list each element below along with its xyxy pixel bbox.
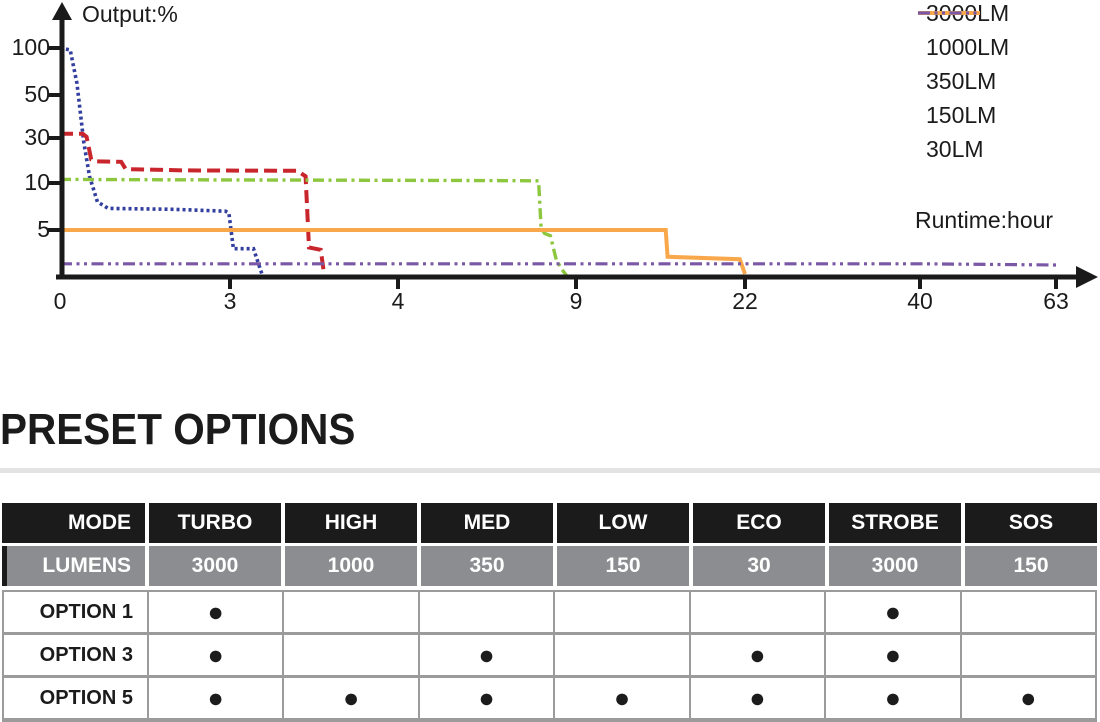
dot-cell-option3-high: [282, 635, 417, 675]
y-tick-100: 100: [11, 34, 50, 60]
col-header-turbo: TURBO: [145, 503, 281, 543]
option-1-row: OPTION 1 ● ●: [4, 592, 1095, 632]
dot-cell-option5-med: ●: [417, 678, 553, 718]
option-3-row: OPTION 3 ● ● ● ●: [4, 635, 1095, 675]
section-title: PRESET OPTIONS: [0, 405, 356, 454]
lumens-row: LUMENS 3000 1000 350 150 30 3000 150: [2, 546, 1097, 586]
col-header-eco: ECO: [689, 503, 825, 543]
x-axis-arrow-icon: [1076, 266, 1098, 288]
dot-cell-option5-eco: ●: [688, 678, 824, 718]
lumens-strobe: 3000: [825, 546, 961, 586]
col-header-low: LOW: [553, 503, 689, 543]
dot-cell-option5-high: ●: [282, 678, 417, 718]
legend-label: 30LM: [926, 135, 984, 162]
y-tick-10: 10: [24, 169, 50, 195]
dot-cell-option3-strobe: ●: [824, 635, 959, 675]
dot-cell-option3-low: [553, 635, 688, 675]
section-divider: [0, 468, 1100, 473]
table-header-row: MODE TURBO HIGH MED LOW ECO STROBE SOS: [2, 503, 1097, 543]
lumens-eco: 30: [689, 546, 825, 586]
series-line-30lm: [60, 262, 1058, 267]
dot-cell-option1-turbo: ●: [147, 592, 282, 632]
col-header-high: HIGH: [281, 503, 417, 543]
x-tick-40: 40: [907, 288, 933, 314]
col-header-sos: SOS: [961, 503, 1097, 543]
chart-axes: [48, 16, 1080, 289]
legend-item-350lm: 350LM: [916, 11, 1009, 94]
dot-cell-option3-med: ●: [417, 635, 553, 675]
lumens-turbo: 3000: [145, 546, 281, 586]
lumens-row-label: LUMENS: [42, 554, 131, 577]
chart-legend: 3000LM 1000LM 350LM 150LM 30LM: [916, 0, 1010, 162]
x-tick-63: 63: [1043, 288, 1069, 314]
x-tick-0: 0: [53, 288, 67, 314]
legend-item-30lm: 30LM: [916, 11, 1009, 162]
series-line-150lm: [60, 228, 747, 275]
y-tick-5: 5: [37, 216, 50, 242]
legend-label: 150LM: [926, 101, 997, 128]
x-axis-title: Runtime:hour: [915, 207, 1054, 233]
dot-cell-option5-turbo: ●: [147, 678, 282, 718]
lumens-high: 1000: [281, 546, 417, 586]
dot-cell-option1-strobe: ●: [824, 592, 959, 632]
dot-cell-option3-sos: [959, 635, 1095, 675]
x-tick-3: 3: [223, 288, 237, 314]
y-tick-30: 30: [24, 124, 50, 150]
option-row-label: OPTION 3: [39, 643, 133, 666]
x-tick-22: 22: [732, 288, 758, 314]
table-bottom-border: [2, 718, 1097, 722]
option-row-label: OPTION 1: [39, 600, 133, 623]
col-header-strobe: STROBE: [825, 503, 961, 543]
dot-cell-option5-strobe: ●: [824, 678, 959, 718]
dot-cell-option5-low: ●: [553, 678, 688, 718]
chart-series-lines: [59, 46, 1058, 277]
y-axis-title: Output:%: [82, 1, 178, 27]
option-5-row: OPTION 5 ● ● ● ● ● ● ●: [4, 678, 1095, 718]
runtime-chart: Output:% Runtime:hour 100 50 30 10 5 0 3…: [0, 0, 1100, 335]
runtime-chart-canvas: [48, 2, 1098, 289]
col-header-mode: MODE: [68, 511, 131, 534]
series-line-350lm: [59, 177, 568, 277]
y-axis-arrow-icon: [52, 2, 72, 20]
x-tick-9: 9: [569, 288, 583, 314]
option-row-label: OPTION 5: [39, 686, 133, 709]
y-tick-50: 50: [24, 81, 50, 107]
dot-cell-option5-sos: ●: [959, 678, 1095, 718]
dot-cell-option3-eco: ●: [688, 635, 824, 675]
dot-cell-option1-eco: [688, 592, 824, 632]
lumens-sos: 150: [961, 546, 1097, 586]
dot-cell-option1-med: [417, 592, 553, 632]
x-tick-4: 4: [391, 288, 405, 314]
dot-cell-option3-turbo: ●: [147, 635, 282, 675]
lumens-low: 150: [553, 546, 689, 586]
dot-cell-option1-sos: [959, 592, 1095, 632]
dot-cell-option1-low: [553, 592, 688, 632]
legend-item-1000lm: 1000LM: [916, 11, 1010, 60]
lumens-med: 350: [417, 546, 553, 586]
series-line-3000lm: [59, 46, 264, 275]
legend-swatch-dashdotdot-line-icon: [918, 11, 980, 15]
preset-table: MODE TURBO HIGH MED LOW ECO STROBE SOS L…: [2, 503, 1097, 722]
dot-cell-option1-high: [282, 592, 417, 632]
legend-item-150lm: 150LM: [916, 11, 1009, 128]
legend-label: 1000LM: [926, 33, 1010, 60]
series-line-1000lm: [60, 131, 327, 275]
legend-label: 350LM: [926, 67, 997, 94]
col-header-med: MED: [417, 503, 553, 543]
